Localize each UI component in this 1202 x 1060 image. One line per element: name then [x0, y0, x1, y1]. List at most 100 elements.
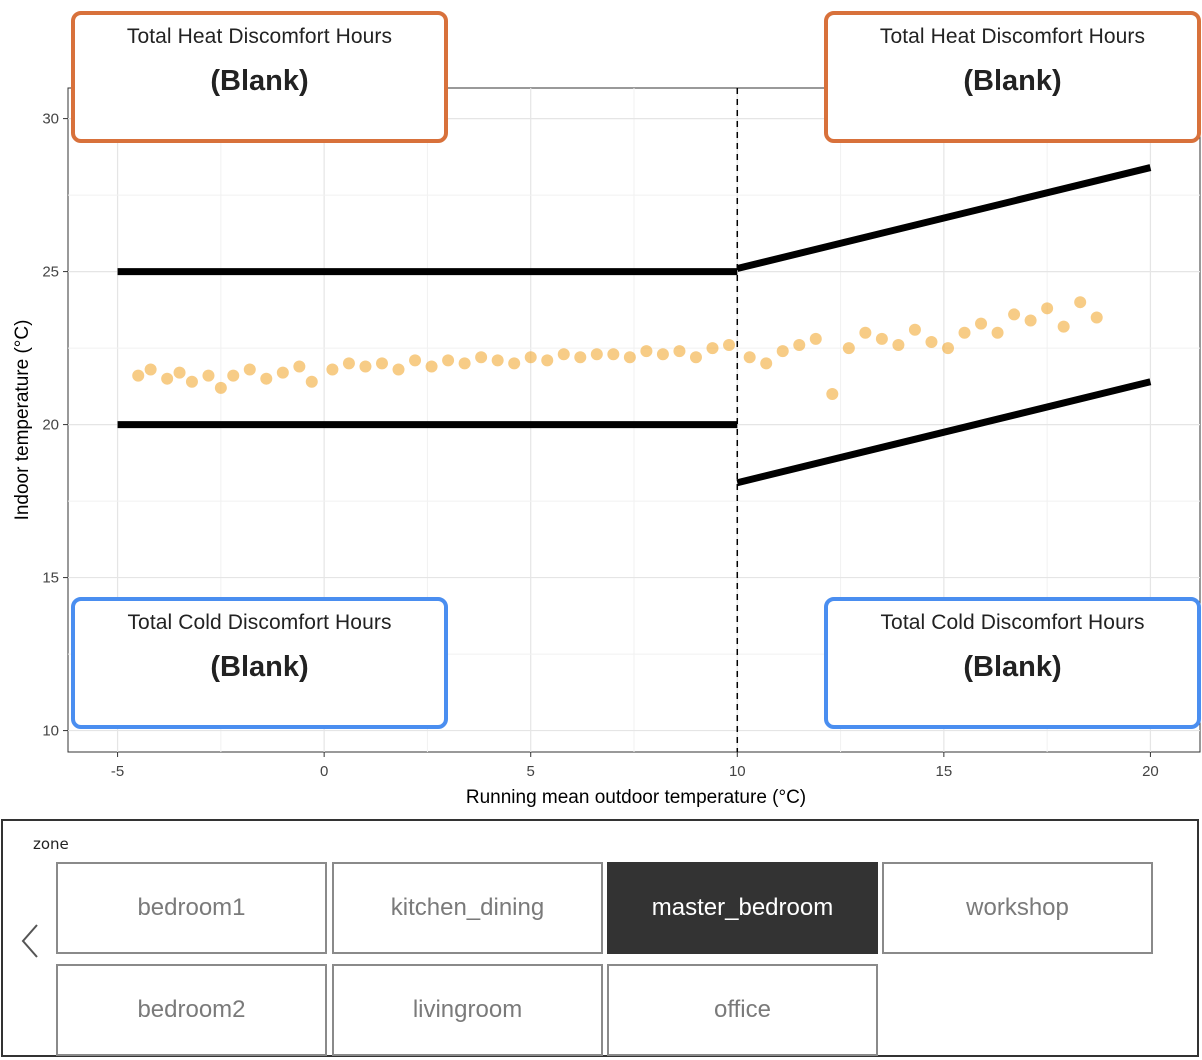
- comfort-line-lower-adaptive: [736, 378, 1152, 487]
- data-point: [144, 363, 157, 376]
- y-tick-label: 30: [42, 111, 59, 128]
- data-point: [425, 360, 438, 373]
- comfort-band-lines: [117, 88, 1152, 752]
- data-point: [607, 348, 620, 361]
- zone-option-workshop[interactable]: workshop: [882, 862, 1153, 954]
- data-point: [326, 363, 339, 376]
- data-point: [623, 351, 636, 364]
- x-tick-label: 0: [320, 763, 328, 780]
- data-point: [776, 345, 789, 358]
- y-tick-label: 15: [42, 570, 59, 587]
- data-point: [656, 348, 669, 361]
- zone-option-bedroom1[interactable]: bedroom1: [56, 862, 327, 954]
- chevron-left-icon[interactable]: [17, 921, 43, 961]
- data-point: [524, 351, 537, 364]
- data-point: [409, 354, 422, 367]
- data-point: [243, 363, 256, 376]
- data-point: [557, 348, 570, 361]
- zone-option-bedroom2[interactable]: bedroom2: [56, 964, 327, 1056]
- heat-discomfort-card-left: Total Heat Discomfort Hours (Blank): [71, 11, 448, 143]
- data-point: [975, 317, 988, 330]
- card-title: Total Cold Discomfort Hours: [880, 611, 1145, 634]
- data-point: [260, 372, 273, 385]
- slicer-label: zone: [33, 835, 69, 853]
- data-point: [1090, 311, 1103, 324]
- data-point: [991, 326, 1004, 339]
- data-point: [743, 351, 756, 364]
- data-point: [673, 345, 686, 358]
- data-point: [706, 342, 719, 355]
- y-tick-label: 20: [42, 417, 59, 434]
- data-point: [640, 345, 653, 358]
- data-point: [161, 372, 174, 385]
- x-tick-label: 5: [527, 763, 535, 780]
- data-point: [202, 369, 215, 382]
- data-point: [826, 387, 839, 400]
- zone-option-livingroom[interactable]: livingroom: [332, 964, 603, 1056]
- card-value: (Blank): [963, 651, 1062, 683]
- cold-discomfort-card-right: Total Cold Discomfort Hours (Blank): [824, 597, 1201, 729]
- data-point: [908, 323, 921, 336]
- data-point: [941, 342, 954, 355]
- y-tick-label: 10: [42, 723, 59, 740]
- data-point: [793, 339, 806, 352]
- x-tick-label: 20: [1142, 763, 1159, 780]
- zone-option-office[interactable]: office: [607, 964, 878, 1056]
- data-point: [491, 354, 504, 367]
- data-point: [1008, 308, 1021, 321]
- data-point: [1024, 314, 1037, 327]
- data-point: [892, 339, 905, 352]
- data-point: [375, 357, 388, 370]
- heat-discomfort-card-right: Total Heat Discomfort Hours (Blank): [824, 11, 1201, 143]
- data-point: [214, 381, 227, 394]
- data-point: [875, 332, 888, 345]
- card-value: (Blank): [963, 65, 1062, 97]
- data-point: [173, 366, 186, 379]
- data-point: [1057, 320, 1070, 333]
- data-point: [227, 369, 240, 382]
- data-point: [689, 351, 702, 364]
- data-point: [541, 354, 554, 367]
- data-point: [859, 326, 872, 339]
- zone-option-kitchen-dining[interactable]: kitchen_dining: [332, 862, 603, 954]
- card-title: Total Cold Discomfort Hours: [127, 611, 392, 634]
- cold-discomfort-card-left: Total Cold Discomfort Hours (Blank): [71, 597, 448, 729]
- x-tick-label: 15: [936, 763, 953, 780]
- zone-slicer: zone bedroom1 kitchen_dining master_bedr…: [1, 819, 1199, 1057]
- data-point: [574, 351, 587, 364]
- x-axis-label: Running mean outdoor temperature (°C): [466, 787, 806, 808]
- data-point: [293, 360, 306, 373]
- data-point: [442, 354, 455, 367]
- card-title: Total Heat Discomfort Hours: [879, 25, 1146, 48]
- card-value: (Blank): [210, 651, 309, 683]
- data-point: [305, 375, 318, 388]
- card-title: Total Heat Discomfort Hours: [126, 25, 393, 48]
- card-value: (Blank): [210, 65, 309, 97]
- data-point: [276, 366, 289, 379]
- indoor-temperature-points: [132, 296, 1103, 400]
- data-point: [185, 375, 198, 388]
- data-point: [1074, 296, 1087, 309]
- zone-option-master-bedroom[interactable]: master_bedroom: [607, 862, 878, 954]
- comfort-chart: -5 0 5 10 15 20 10 15 20 25 30 Running mean outdoo…: [12, 11, 1201, 808]
- data-point: [475, 351, 488, 364]
- data-point: [723, 339, 736, 352]
- data-point: [132, 369, 145, 382]
- x-tick-label: -5: [111, 763, 124, 780]
- data-point: [590, 348, 603, 361]
- data-point: [760, 357, 773, 370]
- data-point: [359, 360, 372, 373]
- data-point: [958, 326, 971, 339]
- comfort-line-upper-adaptive: [736, 164, 1152, 272]
- y-tick-label: 25: [42, 264, 59, 281]
- data-point: [842, 342, 855, 355]
- x-tick-label: 10: [729, 763, 746, 780]
- data-point: [1041, 302, 1054, 315]
- data-point: [508, 357, 521, 370]
- data-point: [458, 357, 471, 370]
- axis-ticks: -5 0 5 10 15 20 10 15 20 25 30: [42, 111, 1158, 780]
- data-point: [925, 335, 938, 348]
- data-point: [809, 332, 822, 345]
- data-point: [392, 363, 405, 376]
- y-axis-label: Indoor temperature (°C): [12, 320, 33, 521]
